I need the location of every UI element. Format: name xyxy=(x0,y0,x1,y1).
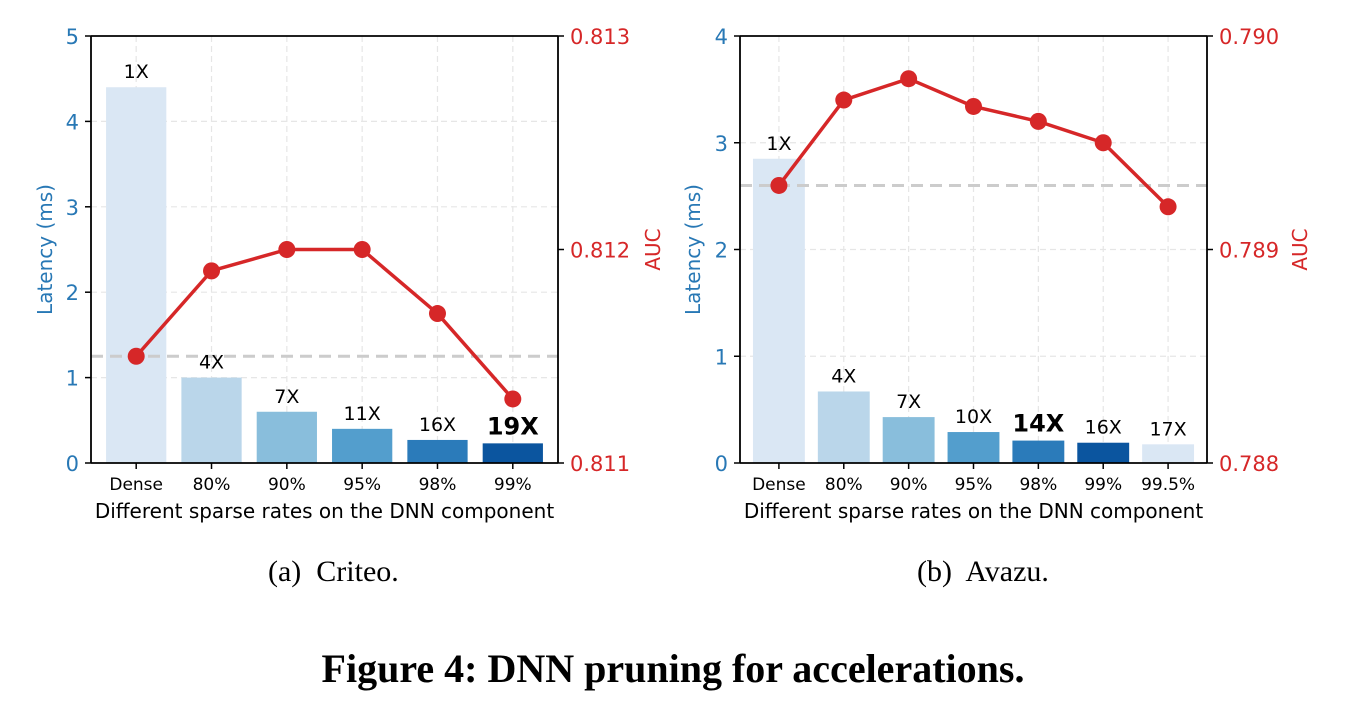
y-tick-label: 2 xyxy=(66,281,79,305)
latency-bar xyxy=(332,428,393,463)
auc-point xyxy=(504,390,522,408)
y2-axis-label: AUC xyxy=(641,228,665,270)
y-tick-label: 1 xyxy=(715,345,728,369)
auc-point xyxy=(1159,198,1177,216)
y2-tick-label: 0.788 xyxy=(1219,452,1279,476)
x-tick-label: 99.5% xyxy=(1141,475,1195,495)
latency-bar xyxy=(1077,442,1130,463)
auc-point xyxy=(428,305,446,323)
y-tick-label: 1 xyxy=(66,367,79,391)
y-tick-label: 4 xyxy=(715,25,728,49)
subcaption-criteo: (a) Criteo. xyxy=(268,555,399,588)
y-tick-label: 3 xyxy=(66,196,79,220)
speedup-label: 4X xyxy=(831,365,856,387)
figure-caption: Figure 4: DNN pruning for accelerations. xyxy=(321,646,1025,691)
speedup-label: 1X xyxy=(124,61,149,83)
y-tick-label: 5 xyxy=(66,25,79,49)
y-axis-label: Latency (ms) xyxy=(681,184,705,315)
speedup-label: 16X xyxy=(1085,417,1122,439)
auc-point xyxy=(900,70,918,88)
latency-bar xyxy=(1142,444,1195,463)
x-tick-label: 99% xyxy=(1084,475,1122,495)
auc-point xyxy=(203,262,221,280)
speedup-label: 14X xyxy=(1012,410,1064,438)
speedup-label: 7X xyxy=(896,391,921,413)
y-tick-label: 0 xyxy=(66,452,79,476)
latency-bar xyxy=(181,377,242,463)
latency-bar xyxy=(947,432,1000,463)
speedup-label: 10X xyxy=(955,406,992,428)
x-tick-label: 90% xyxy=(890,475,928,495)
y-tick-label: 2 xyxy=(715,239,728,263)
x-tick-label: 95% xyxy=(343,475,381,495)
y2-tick-label: 0.813 xyxy=(570,25,630,49)
auc-point xyxy=(835,91,853,109)
x-tick-label: 98% xyxy=(1019,475,1057,495)
auc-point xyxy=(1029,112,1047,130)
x-tick-label: 99% xyxy=(494,475,532,495)
auc-point xyxy=(965,97,982,115)
speedup-label: 16X xyxy=(419,414,456,436)
x-tick-label: Dense xyxy=(109,475,163,495)
avazu-chart: 1X 4X 7X 10X 14X 16X 17X 0 1 2 3 4 0.788 0.789 0.790 De… xyxy=(681,25,1312,523)
x-tick-label: 95% xyxy=(955,475,993,495)
y2-tick-label: 0.812 xyxy=(570,239,630,263)
y-tick-label: 0 xyxy=(715,452,728,476)
criteo-chart: 1X 4X 7X 11X 16X 19X 0 1 2 3 4 5 0.811 0.812 0.813 Dens… xyxy=(33,25,665,523)
speedup-label: 11X xyxy=(344,403,381,425)
x-tick-label: 80% xyxy=(825,475,863,495)
x-tick-label: 80% xyxy=(193,475,231,495)
latency-bar xyxy=(407,439,468,463)
auc-point xyxy=(353,241,371,258)
latency-bar xyxy=(882,417,935,463)
speedup-label: 19X xyxy=(487,412,539,440)
y-tick-label: 3 xyxy=(715,132,728,156)
x-tick-label: 98% xyxy=(419,475,457,495)
latency-bar xyxy=(482,443,543,463)
speedup-label: 4X xyxy=(199,352,224,374)
latency-bar xyxy=(817,391,870,463)
y2-tick-label: 0.811 xyxy=(570,452,630,476)
y2-tick-label: 0.789 xyxy=(1219,239,1279,263)
latency-bar xyxy=(256,411,317,463)
x-axis-label: Different sparse rates on the DNN compon… xyxy=(95,499,555,523)
x-tick-label: 90% xyxy=(268,475,306,495)
speedup-label: 7X xyxy=(274,386,299,408)
speedup-label: 17X xyxy=(1149,418,1186,440)
latency-bar xyxy=(752,158,805,463)
y2-axis-label: AUC xyxy=(1288,228,1312,270)
y-axis-label: Latency (ms) xyxy=(33,184,57,315)
auc-point xyxy=(127,347,145,365)
auc-point xyxy=(1094,134,1112,152)
x-axis-label: Different sparse rates on the DNN compon… xyxy=(744,499,1204,523)
subcaption-avazu: (b) Avazu. xyxy=(917,555,1049,588)
auc-point xyxy=(770,176,788,194)
x-tick-label: Dense xyxy=(752,475,806,495)
latency-bar xyxy=(1012,440,1065,463)
latency-bar xyxy=(106,87,167,464)
speedup-label: 1X xyxy=(766,133,791,155)
y2-tick-label: 0.790 xyxy=(1219,25,1279,49)
y-tick-label: 4 xyxy=(66,110,79,134)
auc-point xyxy=(278,241,296,258)
auc-line xyxy=(134,247,515,401)
